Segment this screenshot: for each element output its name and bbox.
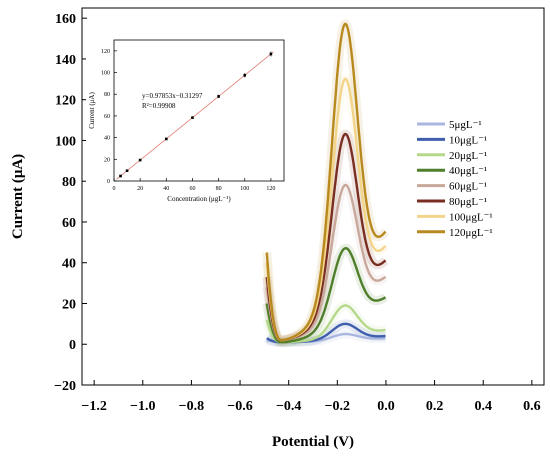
legend-label: 5μgL⁻¹ (449, 119, 482, 131)
inset-y-tick-label: 20 (104, 157, 110, 163)
series-line (265, 247, 387, 344)
inset-y-tick-label: 40 (104, 136, 110, 142)
legend-label: 10μgL⁻¹ (449, 134, 487, 146)
x-tick-label: −0.8 (179, 399, 204, 414)
x-tick-label: 0.0 (377, 399, 395, 414)
x-tick-label: −0.6 (227, 399, 252, 414)
y-tick-label: 0 (69, 338, 76, 353)
inset-point (269, 52, 273, 56)
inset-fit-line (116, 51, 274, 180)
inset-y-axis-label: Current (μA) (88, 92, 96, 129)
legend-label: 60μgL⁻¹ (449, 181, 487, 193)
inset-point (119, 174, 122, 178)
legend-label: 40μgL⁻¹ (449, 165, 487, 177)
inset-y-tick-label: 80 (104, 92, 110, 98)
inset-x-tick-label: 120 (266, 186, 275, 192)
y-tick-label: 100 (55, 134, 76, 149)
legend-label: 120μgL⁻¹ (449, 227, 493, 239)
legend-label: 100μgL⁻¹ (449, 211, 493, 223)
legend-label: 20μgL⁻¹ (449, 150, 487, 162)
y-tick-label: 120 (55, 94, 76, 109)
inset-x-tick-label: 60 (189, 186, 195, 192)
inset-point (217, 95, 220, 98)
inset-point (191, 116, 194, 119)
inset-y-tick-label: 120 (101, 49, 110, 55)
inset-points (119, 51, 273, 178)
inset-x-tick-label: 0 (113, 186, 116, 192)
inset-x-tick-label: 80 (216, 186, 222, 192)
x-tick-label: 0.6 (523, 399, 541, 414)
inset-chart: 0 20 40 60 80 100 120 0 20 40 60 80 100 120 y=0.97853… (86, 34, 292, 213)
y-tick-label: 140 (55, 53, 76, 68)
main-y-axis-label: Current (μA) (10, 154, 26, 239)
inset-point (138, 158, 142, 162)
inset-point (125, 169, 129, 172)
inset-plot-frame (113, 39, 285, 182)
inset-x-tick-label: 100 (240, 186, 249, 192)
x-tick-label: −0.4 (276, 399, 301, 414)
y-tick-label: 60 (62, 216, 76, 231)
x-tick-label: 0.2 (426, 399, 444, 414)
main-x-axis-label: Potential (V) (272, 434, 354, 450)
inset-equation: y=0.97853x−0.31297 (142, 92, 203, 100)
inset-point (165, 137, 168, 141)
main-series-group (265, 22, 387, 344)
x-tick-label: 0.4 (474, 399, 492, 414)
main-axis-ticks: −1.2 −1.0 −0.8 −0.6 −0.4 −0.2 0.0 0.2 0.4 0.6 −20 0… (54, 12, 541, 414)
inset-y-tick-label: 0 (107, 179, 110, 185)
inset-x-tick-label: 20 (137, 186, 143, 192)
inset-y-tick-label: 100 (101, 71, 110, 77)
inset-x-tick-label: 40 (163, 186, 169, 192)
inset-point (243, 73, 247, 77)
legend-label: 80μgL⁻¹ (449, 196, 487, 208)
y-tick-label: 20 (62, 297, 76, 312)
inset-x-axis-label: Concentration (μgL⁻¹) (167, 195, 231, 203)
main-plot-frame (81, 7, 545, 386)
x-tick-label: −1.2 (81, 399, 106, 414)
inset-background (86, 34, 292, 213)
inset-axis-ticks: 0 20 40 60 80 100 120 0 20 40 60 80 100 120 (101, 49, 275, 192)
inset-y-tick-label: 60 (104, 114, 110, 120)
y-tick-label: −20 (54, 379, 76, 394)
y-tick-label: 160 (55, 12, 76, 27)
legend: 5μgL⁻¹ 10μgL⁻¹ 20μgL⁻¹ 40μgL⁻¹ 60μgL⁻¹ 80μgL⁻… (417, 119, 493, 239)
y-tick-label: 40 (62, 257, 76, 272)
series-line (265, 22, 387, 342)
x-tick-label: −1.0 (130, 399, 155, 414)
inset-r-squared: R²=0.99908 (142, 102, 176, 110)
x-tick-label: −0.2 (325, 399, 350, 414)
y-tick-label: 80 (62, 175, 76, 190)
